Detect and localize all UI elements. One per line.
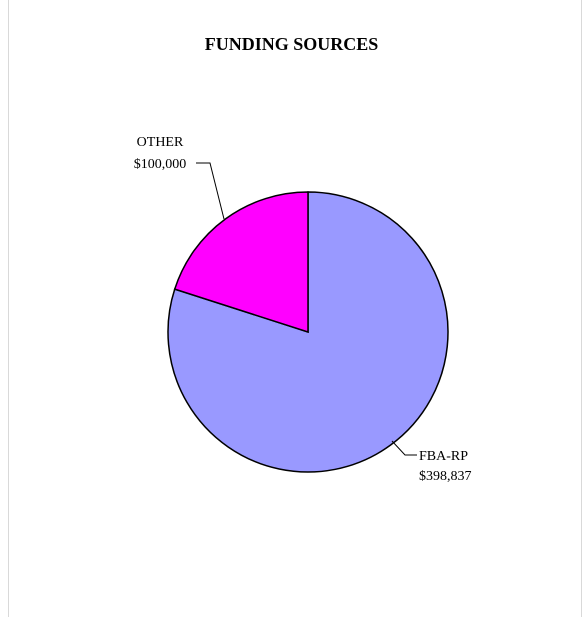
pie-labels: OTHER $100,000 FBA-RP $398,837 — [134, 135, 472, 484]
slice-label-other: OTHER — [137, 135, 184, 150]
slice-label-fba-rp: FBA-RP — [419, 449, 468, 464]
leader-line-other — [196, 162, 225, 220]
pie-slices — [167, 191, 449, 473]
slice-value-fba-rp: $398,837 — [419, 469, 472, 484]
leader-line-fba-rp — [391, 440, 417, 456]
slice-value-other: $100,000 — [134, 157, 187, 172]
pie-slice-other — [173, 191, 309, 334]
chart-title: FUNDING SOURCES — [204, 34, 379, 54]
